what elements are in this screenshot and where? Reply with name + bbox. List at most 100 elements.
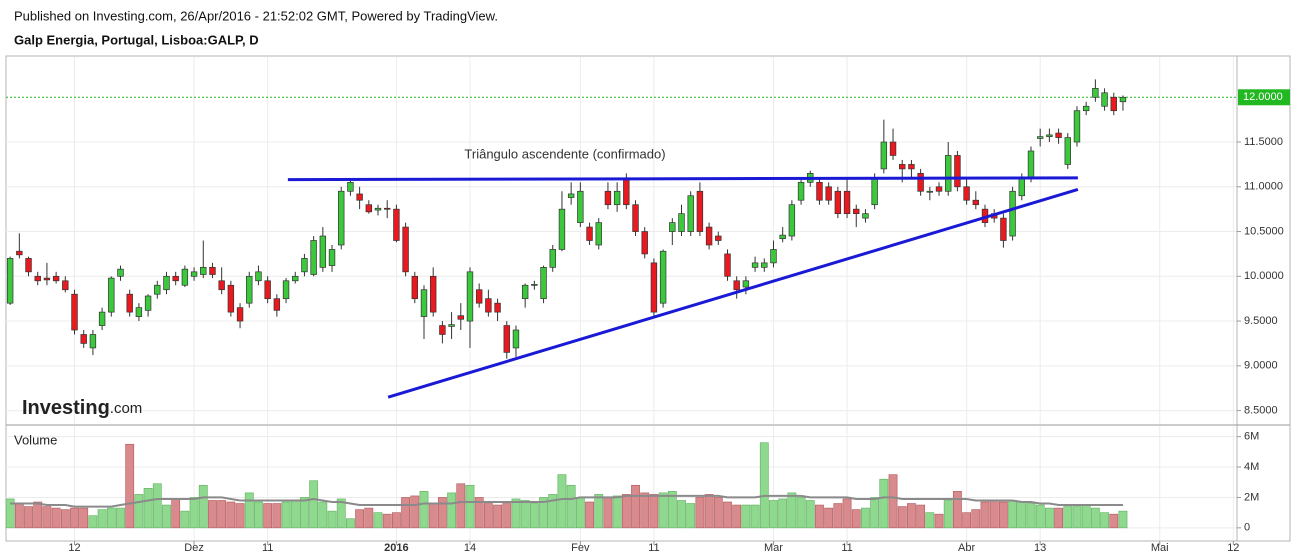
volume-tick-label: 2M bbox=[1244, 491, 1259, 503]
volume-bar bbox=[392, 512, 401, 529]
candle-body bbox=[1009, 190, 1016, 237]
candle-body bbox=[494, 302, 501, 313]
candle-body bbox=[549, 249, 556, 268]
volume-bar bbox=[1072, 506, 1082, 529]
volume-bar bbox=[336, 498, 346, 529]
volume-bar bbox=[97, 509, 107, 529]
candle-body bbox=[420, 289, 428, 317]
volume-bar bbox=[263, 503, 273, 529]
candle-body bbox=[567, 193, 575, 198]
volume-bar bbox=[759, 442, 769, 529]
volume-bar bbox=[787, 492, 797, 529]
volume-bar bbox=[419, 491, 429, 529]
volume-bar bbox=[272, 503, 282, 529]
volume-bar bbox=[493, 504, 502, 529]
volume-bar bbox=[824, 507, 834, 529]
x-tick-label: Mar bbox=[764, 542, 783, 554]
volume-bar bbox=[309, 480, 319, 529]
x-tick-label: 11 bbox=[648, 542, 659, 554]
candle-body bbox=[834, 190, 842, 214]
volume-bar bbox=[1118, 510, 1128, 529]
candle-body bbox=[871, 177, 878, 206]
volume-bar bbox=[750, 504, 760, 529]
candle-body bbox=[503, 325, 510, 353]
volume-bar bbox=[1054, 507, 1063, 529]
volume-bar bbox=[686, 503, 696, 529]
candle-body bbox=[1036, 136, 1044, 139]
candle-body bbox=[742, 280, 750, 288]
candle-body bbox=[236, 307, 244, 322]
x-tick-label: Dez bbox=[184, 542, 204, 554]
volume-bar bbox=[428, 503, 438, 529]
y-tick-label: 11.0000 bbox=[1244, 181, 1283, 193]
candle-body bbox=[586, 226, 593, 241]
volume-bar bbox=[888, 474, 898, 529]
candle-body bbox=[954, 155, 961, 188]
volume-bar bbox=[254, 501, 263, 529]
candle-body bbox=[659, 250, 667, 304]
volume-bar bbox=[1100, 512, 1109, 529]
candle-body bbox=[1018, 177, 1025, 197]
y-tick-label: 11.5000 bbox=[1244, 136, 1283, 148]
candle-body bbox=[98, 311, 106, 326]
volume-bar bbox=[1109, 513, 1119, 529]
volume-bar bbox=[208, 500, 217, 529]
volume-bar bbox=[143, 488, 153, 529]
candle-body bbox=[439, 325, 446, 335]
x-tick-label: 2016 bbox=[384, 542, 408, 554]
volume-bar bbox=[152, 483, 162, 529]
volume-bar bbox=[575, 497, 585, 529]
candle-body bbox=[788, 204, 796, 237]
volume-bar bbox=[695, 497, 705, 529]
volume-bar bbox=[373, 512, 383, 529]
candle-body bbox=[751, 262, 759, 268]
candle-body bbox=[650, 262, 658, 313]
candle-body bbox=[1092, 87, 1099, 98]
candle-body bbox=[926, 190, 934, 193]
candle-body bbox=[429, 275, 437, 313]
annotation: Triângulo ascendente (confirmado) bbox=[464, 146, 665, 161]
watermark: Investing.com bbox=[22, 397, 142, 419]
volume-bar bbox=[989, 500, 999, 529]
volume-bar bbox=[70, 507, 79, 529]
x-tick-label: 14 bbox=[464, 542, 476, 554]
volume-bar bbox=[1063, 506, 1073, 529]
volume-bar bbox=[24, 506, 33, 529]
candle-body bbox=[52, 275, 60, 282]
candle-body bbox=[374, 207, 382, 211]
candle-body bbox=[135, 307, 143, 317]
x-tick-label: 11 bbox=[262, 542, 273, 554]
candle-body bbox=[724, 253, 731, 277]
volume-bar bbox=[327, 510, 337, 529]
candle-body bbox=[613, 190, 621, 206]
candle-body bbox=[347, 181, 354, 192]
volume-bar bbox=[474, 497, 484, 529]
candle-body bbox=[963, 186, 970, 201]
candle-body bbox=[678, 213, 685, 232]
candle-body bbox=[282, 280, 290, 300]
chart-title: Galp Energia, Portugal, Lisboa:GALP, D bbox=[14, 32, 259, 47]
grid-layer bbox=[6, 57, 1237, 540]
volume-bar bbox=[226, 501, 236, 529]
candle-body bbox=[319, 235, 327, 268]
volume-bar bbox=[116, 507, 125, 529]
volume-bar bbox=[346, 518, 355, 529]
volume-bar bbox=[677, 500, 686, 529]
volume-bar bbox=[171, 498, 181, 529]
candle-body bbox=[641, 231, 648, 255]
volume-bar bbox=[557, 474, 567, 529]
candle-body bbox=[126, 293, 133, 313]
candle-body bbox=[328, 249, 336, 266]
volume-bar bbox=[134, 494, 144, 529]
volume-bar bbox=[14, 503, 24, 529]
volume-bar bbox=[79, 507, 89, 529]
candle-body bbox=[908, 164, 915, 170]
volume-tick-label: 0 bbox=[1244, 522, 1250, 534]
candle-body bbox=[393, 208, 400, 241]
last-price-tag bbox=[1238, 89, 1290, 106]
volume-bar bbox=[60, 509, 70, 529]
candle-body bbox=[466, 271, 474, 322]
candle-body bbox=[512, 329, 520, 349]
watermark-suffix: .com bbox=[110, 400, 143, 417]
x-tick-label: Abr bbox=[958, 542, 975, 554]
